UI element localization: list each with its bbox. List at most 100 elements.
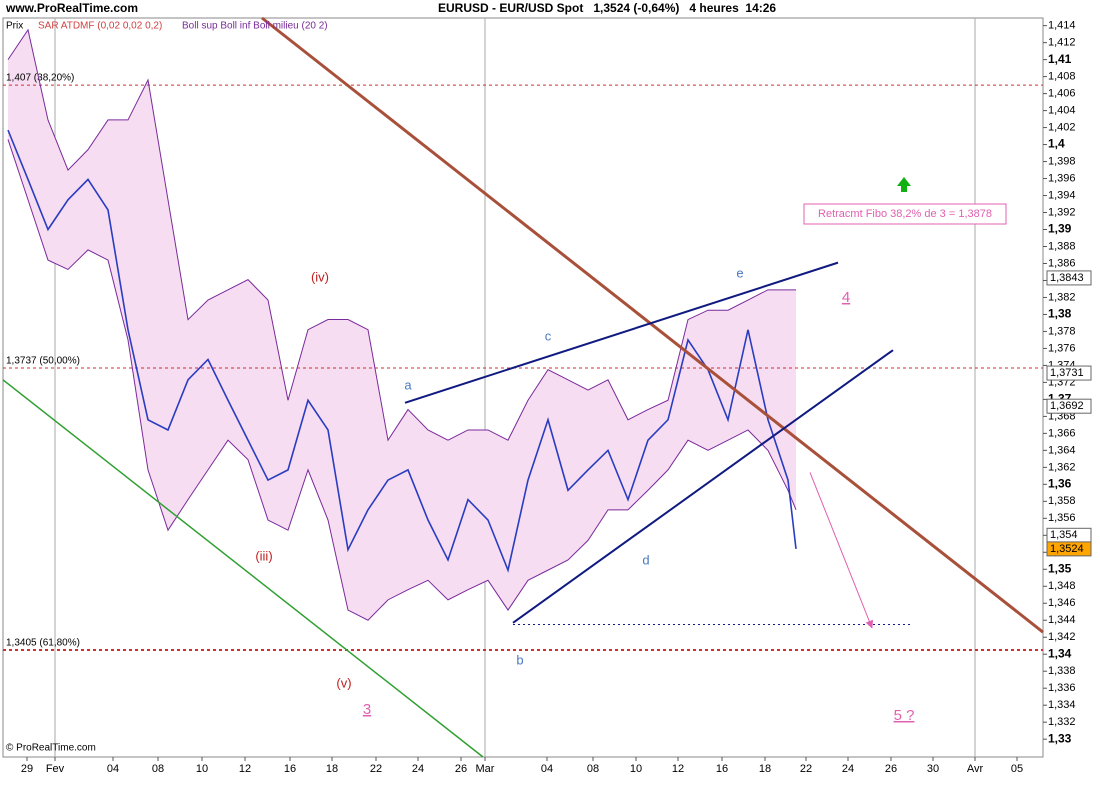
wave-label: a: [404, 377, 412, 392]
site: www.ProRealTime.com: [5, 1, 138, 15]
y-tick-label: 1,388: [1048, 240, 1076, 252]
band-fill: [8, 29, 796, 621]
y-tick-label: 1,34: [1048, 646, 1072, 660]
x-tick-label: 16: [284, 763, 296, 775]
x-tick-label: 18: [759, 763, 771, 775]
wave-label: b: [516, 652, 523, 667]
x-tick-label: 05: [1011, 763, 1023, 775]
price-marker: [1046, 541, 1092, 557]
price-marker-label: 1,3843: [1050, 272, 1084, 284]
price-marker: [1046, 270, 1092, 286]
y-tick-label: 1,408: [1048, 71, 1076, 83]
x-tick-label: 12: [672, 763, 684, 775]
y-tick-label: 1,356: [1048, 512, 1076, 524]
x-tick-label: 04: [107, 763, 119, 775]
y-tick-label: 1,346: [1048, 597, 1076, 609]
y-tick-label: 1,36: [1048, 477, 1072, 491]
x-tick-label: 22: [370, 763, 382, 775]
note-box: [803, 203, 1007, 225]
y-tick-label: 1,414: [1048, 20, 1076, 32]
price-marker-label: 1,354: [1050, 529, 1078, 541]
y-tick-label: 1,402: [1048, 121, 1076, 133]
y-tick-label: 1,342: [1048, 631, 1076, 643]
series-line: [7, 129, 797, 573]
x-tick-label: 08: [152, 763, 164, 775]
y-tick-label: 1,336: [1048, 682, 1076, 694]
trend-line: [404, 261, 839, 404]
price-marker-label: 1,3731: [1050, 367, 1084, 379]
trend-line: [2, 379, 484, 758]
y-tick-label: 1,38: [1048, 307, 1072, 321]
footer: © ProRealTime.com: [6, 743, 96, 754]
fib-label: 1,407 (38,20%): [6, 73, 74, 84]
trend-line: [512, 349, 894, 624]
series-line: [7, 139, 797, 621]
note: Retracmt Fibo 38,2% de 3 = 1,3878: [818, 208, 992, 220]
y-tick-label: 1,394: [1048, 189, 1076, 201]
y-tick-label: 1,338: [1048, 665, 1076, 677]
x-tick-label: 10: [630, 763, 642, 775]
y-tick-label: 1,358: [1048, 495, 1076, 507]
fib-label: 1,3405 (61,80%): [6, 638, 80, 649]
price-marker-label: 1,3692: [1050, 400, 1084, 412]
series-line: [7, 28, 796, 442]
wave-label: e: [736, 265, 743, 280]
x-tick-label: 18: [326, 763, 338, 775]
wave-label: 3: [363, 701, 371, 718]
y-tick-label: 1,376: [1048, 342, 1076, 354]
y-tick-label: 1,348: [1048, 580, 1076, 592]
x-tick-label: Mar: [476, 763, 495, 775]
y-tick-label: 1,41: [1048, 52, 1072, 66]
x-tick-label: 26: [455, 763, 467, 775]
y-tick-label: 1,412: [1048, 37, 1076, 49]
y-tick-label: 1,386: [1048, 257, 1076, 269]
y-tick-label: 1,334: [1048, 699, 1076, 711]
fib-label: 1,3737 (50,00%): [6, 356, 80, 367]
trend-line: [261, 16, 1044, 634]
x-tick-label: 10: [196, 763, 208, 775]
x-tick-label: 24: [842, 763, 854, 775]
y-tick-label: 1,406: [1048, 88, 1076, 100]
y-tick-label: 1,35: [1048, 561, 1072, 575]
y-tick-label: 1,364: [1048, 444, 1076, 456]
x-tick-label: Fev: [46, 763, 65, 775]
legend-entry: SAR ATDMF (0,02 0,02 0,2): [38, 21, 162, 32]
trend-line: [809, 472, 874, 629]
x-tick-label: 26: [885, 763, 897, 775]
x-tick-label: 08: [587, 763, 599, 775]
up-arrow: [897, 177, 911, 192]
x-tick-label: 12: [239, 763, 251, 775]
wave-label: (v): [336, 675, 351, 690]
y-tick-label: 1,362: [1048, 461, 1076, 473]
x-tick-label: 24: [412, 763, 424, 775]
marks: 1,33 1,332 1,334 1,336 1,338 1,34 1,342 1,344 1,…: [2, 16, 1092, 775]
legend-entry: Prix: [6, 21, 23, 32]
y-tick-label: 1,39: [1048, 222, 1072, 236]
x-tick-label: 30: [927, 763, 939, 775]
y-tick-label: 1,404: [1048, 104, 1076, 116]
wave-label: c: [545, 328, 552, 343]
chart-title: EURUSD - EUR/USD Spot 1,3524 (-0,64%) 4 …: [438, 1, 776, 15]
y-tick-label: 1,392: [1048, 206, 1076, 218]
y-tick-label: 1,366: [1048, 427, 1076, 439]
y-tick-label: 1,332: [1048, 716, 1076, 728]
x-tick-label: 29: [21, 763, 33, 775]
wave-label: (iv): [311, 269, 329, 284]
wave-label: 4: [842, 289, 850, 306]
wave-label: (iii): [255, 548, 272, 563]
y-tick-label: 1,382: [1048, 291, 1076, 303]
legend-entry: Boll sup Boll inf Boll milieu (20 2): [182, 21, 328, 32]
y-tick-label: 1,344: [1048, 614, 1076, 626]
x-tick-label: 16: [716, 763, 728, 775]
labels: www.ProRealTime.com EURUSD - EUR/USD Spo…: [5, 1, 1007, 754]
y-tick-label: 1,378: [1048, 325, 1076, 337]
y-tick-label: 1,4: [1048, 137, 1065, 151]
y-tick-label: 1,396: [1048, 172, 1076, 184]
price-marker: [1046, 398, 1092, 414]
x-tick-label: 22: [800, 763, 812, 775]
price-marker-label: 1,3524: [1050, 543, 1084, 555]
y-tick-label: 1,33: [1048, 731, 1072, 745]
x-tick-label: Avr: [967, 763, 984, 775]
x-tick-label: 04: [541, 763, 553, 775]
